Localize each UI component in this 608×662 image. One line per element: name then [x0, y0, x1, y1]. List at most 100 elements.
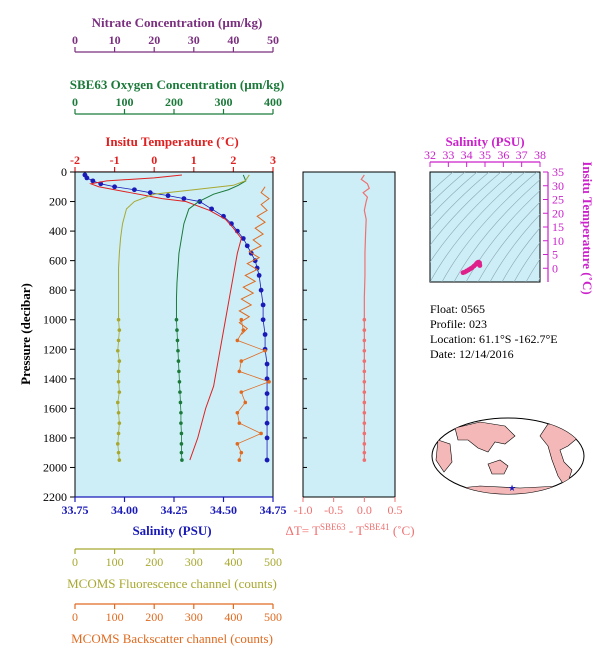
location: Location: 61.1°S -162.7°E: [430, 332, 558, 346]
pressure-tick-label: 200: [49, 195, 67, 209]
backscatter-data-point: [237, 421, 242, 425]
delta-t-data-point: [362, 410, 367, 415]
pressure-axis-ticks: 0 200 400 600 800 1000 1200 1400 1600 1800 2000 220…: [43, 165, 75, 504]
fluorescence-data-point: [117, 421, 122, 425]
oxygen-tick-label: 200: [165, 95, 183, 109]
salinity-tick-label: 33.75: [62, 503, 89, 517]
backscatter-profile-line: [238, 186, 270, 335]
pressure-tick-label: 1200: [43, 342, 67, 356]
salinity-data-point: [181, 196, 187, 201]
fluorescence-data-point: [117, 390, 122, 394]
oxygen-tick-label: 0: [72, 95, 78, 109]
oxygen-data-point: [175, 338, 180, 343]
fluorescence-data-point: [117, 458, 122, 462]
fluorescence-data-point: [117, 328, 122, 332]
delta-t-data-point: [362, 400, 367, 405]
salinity-data-point: [264, 391, 270, 396]
pressure-tick-label: 1800: [43, 431, 67, 445]
delta-t-data-point: [362, 379, 367, 384]
density-contour: [525, 258, 540, 282]
temperature-axis: Insitu Temperature (˚C) -2 -1 0 1 2 3: [70, 134, 276, 173]
map-land-asia: [454, 421, 516, 453]
delta-t-data-point: [362, 390, 367, 394]
nitrate-axis-label: Nitrate Concentration (µm/kg): [92, 15, 263, 30]
pressure-tick-label: 2000: [43, 460, 67, 474]
density-contour: [430, 172, 478, 218]
fluorescence-data-point: [116, 410, 121, 415]
fluorescence-data-point: [117, 359, 122, 363]
backscatter-data-point: [239, 390, 244, 394]
salinity-tick-label: 34.50: [210, 503, 237, 517]
delta-t-data-point: [362, 338, 367, 343]
map-land-africa: [435, 439, 453, 473]
oxygen-axis-label: SBE63 Oxygen Concentration (µm/kg): [70, 77, 284, 92]
salinity-data-point: [132, 187, 137, 193]
ts-salinity-tick-label: 36: [497, 148, 509, 162]
ts-temperature-tick-label: 0: [552, 261, 558, 275]
nitrate-tick-label: 50: [267, 33, 279, 47]
map-land-australia: [487, 459, 509, 475]
pressure-tick-label: 2200: [43, 490, 67, 504]
backscatter-data-point: [241, 328, 246, 332]
delta-t-data-point: [362, 450, 367, 455]
fluorescence-axis-label: MCOMS Fluorescence channel (counts): [67, 576, 277, 591]
ts-diagram-panel: Salinity (PSU) 32 33 34 35 36 37 3805101520253…: [424, 134, 595, 295]
backscatter-axis-ticks: 0 100 200 300 400 500: [72, 603, 282, 624]
salinity-data-point: [84, 175, 90, 181]
delta-t-data-point: [362, 359, 367, 363]
fluorescence-tick-label: 0: [72, 555, 78, 569]
salinity-data-point: [258, 287, 264, 293]
salinity-axis-ticks: 33.75 34.00 34.25 34.50 34.75: [62, 496, 287, 517]
delta-t-line: [360, 174, 370, 320]
salinity-data-point: [264, 457, 270, 463]
nitrate-tick-label: 30: [188, 33, 200, 47]
temperature-profile-line: [88, 174, 242, 461]
salinity-data-point: [260, 317, 266, 323]
fluorescence-tick-label: 100: [106, 555, 124, 569]
oxygen-axis: SBE63 Oxygen Concentration (µm/kg) 0 100 2…: [70, 77, 284, 115]
oxygen-profile-line: [175, 174, 247, 320]
salinity-data-point: [256, 273, 262, 278]
density-contour: [501, 227, 540, 282]
backscatter-tick-label: 400: [224, 610, 242, 624]
oxygen-tick-label: 100: [116, 95, 134, 109]
delta-t-data-point: [362, 369, 367, 374]
fluorescence-data-point: [116, 431, 121, 436]
oxygen-data-point: [179, 421, 183, 425]
delta-t-data-point: [362, 328, 367, 332]
fluorescence-axis: 0 100 200 300 400 500 MCOMS Fluorescence chan…: [67, 548, 282, 591]
ts-temperature-tick-label: 25: [552, 193, 564, 207]
pressure-tick-label: 600: [49, 254, 67, 268]
fluorescence-data-point: [115, 348, 120, 353]
ts-temperature-label: Insitu Temperature (˚C): [580, 161, 595, 294]
density-contour: [441, 172, 538, 282]
nitrate-tick-label: 20: [148, 33, 160, 47]
ts-salinity-tick-label: 34: [461, 148, 473, 162]
density-contour: [430, 172, 526, 282]
ts-salinity-tick-label: 33: [442, 148, 454, 162]
ts-salinity-tick-label: 37: [516, 148, 528, 162]
pressure-tick-label: 800: [49, 283, 67, 297]
salinity-data-point: [264, 420, 270, 426]
delta-t-panel: -1.0 -0.5 0.0 0.5 ΔT= TSBE63 - TSBE41 (˚C): [285, 171, 415, 538]
delta-t-tick-label: 0.5: [388, 503, 403, 517]
fluorescence-data-point: [116, 317, 121, 322]
salinity-tick-label: 34.00: [111, 503, 138, 517]
oxygen-data-point: [179, 442, 184, 446]
temperature-axis-ticks: -2 -1 0 1 2 3: [70, 153, 276, 173]
salinity-data-point: [244, 243, 250, 249]
density-contour: [430, 172, 466, 205]
main-plot-area: [74, 171, 274, 498]
backscatter-data-point: [243, 400, 248, 405]
salinity-data-point: [90, 178, 96, 184]
fluorescence-data-point: [116, 379, 121, 384]
delta-t-data-point: [362, 348, 367, 353]
ts-salinity-tick-label: 35: [479, 148, 491, 162]
temperature-tick-label: 2: [230, 153, 236, 167]
density-contour: [430, 172, 502, 246]
nitrate-tick-label: 40: [227, 33, 239, 47]
backscatter-tick-label: 0: [72, 610, 78, 624]
delta-t-data-point: [362, 421, 367, 425]
oxygen-data-point: [179, 431, 184, 436]
